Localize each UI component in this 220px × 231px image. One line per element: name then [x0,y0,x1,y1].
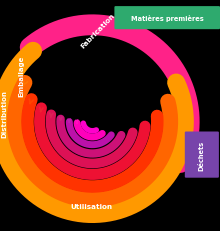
Text: Déchets: Déchets [199,140,205,170]
FancyBboxPatch shape [114,7,220,30]
Text: Emballage: Emballage [18,55,24,97]
Text: Matières premières: Matières premières [131,15,204,22]
Text: Utilisation: Utilisation [70,204,112,209]
FancyBboxPatch shape [185,132,219,178]
Text: Fabrication: Fabrication [80,13,116,50]
Text: Distribution: Distribution [2,89,8,137]
